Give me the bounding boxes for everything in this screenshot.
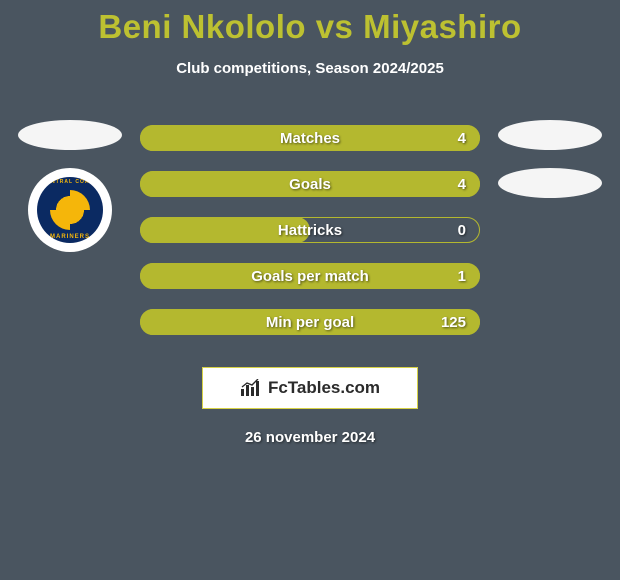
stat-bar-border	[140, 171, 480, 197]
stat-bar-border	[140, 309, 480, 335]
stat-row-min-per-goal: Min per goal 125	[0, 299, 620, 345]
subtitle: Club competitions, Season 2024/2025	[176, 60, 444, 77]
stat-bar: Min per goal 125	[140, 309, 480, 335]
bar-chart-icon	[240, 379, 262, 397]
page-title: Beni Nkololo vs Miyashiro	[98, 8, 521, 46]
stat-bar: Hattricks 0	[140, 217, 480, 243]
stat-bar: Goals per match 1	[140, 263, 480, 289]
stat-bar-border	[140, 263, 480, 289]
stat-row-goals-per-match: Goals per match 1	[0, 253, 620, 299]
stat-right-value: 125	[441, 309, 466, 335]
stat-right-value: 4	[458, 171, 466, 197]
stat-row-goals: Goals 4	[0, 161, 620, 207]
stat-right-value: 4	[458, 125, 466, 151]
stat-row-hattricks: Hattricks 0	[0, 207, 620, 253]
stat-right-value: 1	[458, 263, 466, 289]
stat-right-value: 0	[458, 217, 466, 243]
date-text: 26 november 2024	[245, 429, 375, 446]
stat-row-matches: Matches 4	[0, 115, 620, 161]
stats-area: Matches 4 Goals 4 Hattricks 0	[0, 115, 620, 345]
stat-bar-border	[140, 125, 480, 151]
brand-box[interactable]: FcTables.com	[202, 367, 418, 409]
stat-bar: Goals 4	[140, 171, 480, 197]
main-container: Beni Nkololo vs Miyashiro Club competiti…	[0, 0, 620, 580]
brand-label: FcTables.com	[268, 378, 380, 398]
stat-bar: Matches 4	[140, 125, 480, 151]
stat-bar-border	[140, 217, 480, 243]
